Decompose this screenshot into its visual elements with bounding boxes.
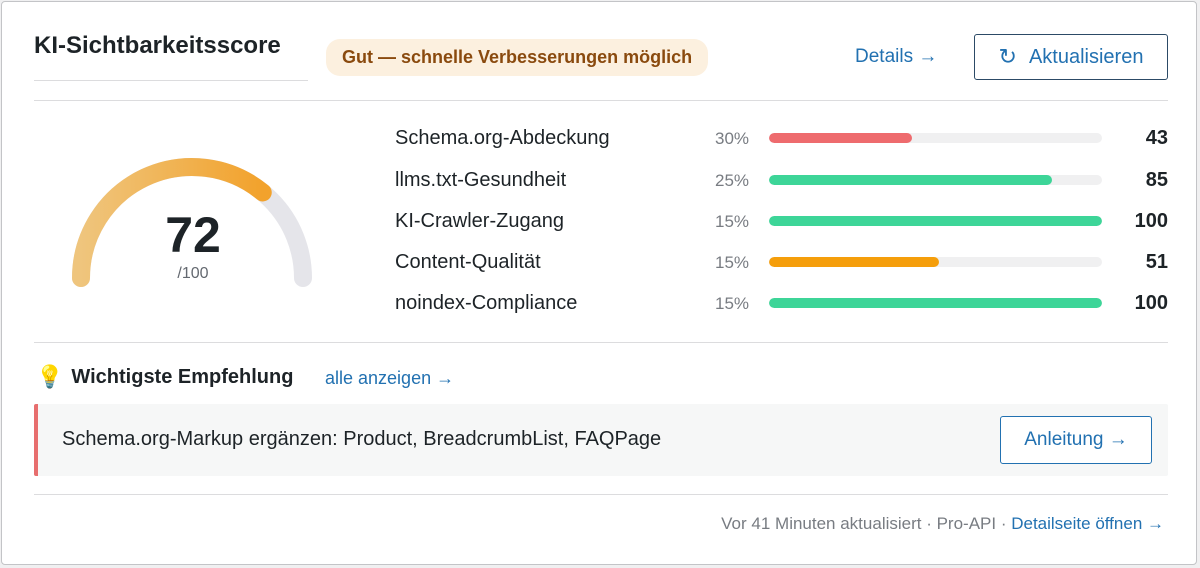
details-link[interactable]: Details →	[855, 46, 938, 67]
factor-bar-track	[769, 133, 1102, 143]
gauge-max-label: /100	[177, 265, 209, 282]
factor-bar-track	[769, 298, 1102, 308]
factor-row-crawler: KI-Crawler-Zugang 15% 100	[2, 209, 1200, 233]
detail-page-link[interactable]: Detailseite öffnen →	[1011, 514, 1164, 533]
factor-weight: 15%	[715, 253, 750, 272]
factor-row-schema: Schema.org-Abdeckung 30% 43	[2, 126, 1200, 150]
factor-row-noindex: noindex-Compliance 15% 100	[2, 291, 1200, 315]
factor-row-llms: llms.txt-Gesundheit 25% 85	[2, 168, 1200, 192]
factor-score: 100	[1134, 210, 1168, 232]
factor-bar-fill	[769, 133, 913, 143]
factor-name: noindex-Compliance	[395, 292, 578, 314]
factor-bar-track	[769, 257, 1102, 267]
factor-weight: 15%	[715, 212, 750, 231]
recommendation-box: Schema.org-Markup ergänzen: Product, Bre…	[34, 404, 1168, 476]
lightbulb-icon: 💡	[36, 364, 64, 389]
score-gauge	[72, 158, 312, 287]
factor-weight: 25%	[715, 171, 750, 190]
factor-name: Content-Qualität	[395, 251, 541, 273]
recommendation-header: 💡 Wichtigste Empfehlung	[36, 364, 293, 390]
title-underline	[34, 80, 308, 81]
factor-name: KI-Crawler-Zugang	[395, 210, 564, 232]
factor-name: llms.txt-Gesundheit	[395, 169, 567, 191]
factor-bar-track	[769, 175, 1102, 185]
card-footer: Vor 41 Minuten aktualisiert · Pro-API · …	[721, 514, 1164, 534]
factor-weight: 15%	[715, 294, 750, 313]
factor-score: 100	[1134, 292, 1168, 314]
gauge-score: 72	[165, 207, 221, 263]
factor-score: 85	[1145, 169, 1168, 191]
refresh-icon: ↻	[998, 44, 1017, 69]
refresh-button[interactable]: ↻ Aktualisieren	[974, 34, 1168, 80]
footer-divider	[34, 494, 1168, 495]
show-all-recommendations-link[interactable]: alle anzeigen →	[325, 368, 455, 388]
status-badge: Gut — schnelle Verbesserungen möglich	[326, 39, 709, 76]
factor-bar-fill	[769, 257, 939, 267]
gauge-fill	[72, 158, 272, 287]
refresh-button-label: Aktualisieren	[1028, 45, 1144, 68]
factor-score: 43	[1145, 127, 1168, 149]
factor-bar-fill	[769, 175, 1053, 185]
recommendation-title: Wichtigste Empfehlung	[71, 365, 294, 388]
header-divider	[34, 100, 1168, 101]
factor-row-content: Content-Qualität 15% 51	[2, 250, 1200, 274]
factor-bar-fill	[769, 298, 1102, 308]
footer-meta: Vor 41 Minuten aktualisiert · Pro-API ·	[721, 514, 1012, 533]
section-divider	[34, 342, 1168, 343]
factor-weight: 30%	[715, 129, 750, 148]
factor-name: Schema.org-Abdeckung	[395, 127, 610, 149]
factor-bar-fill	[769, 216, 1102, 226]
card-title: KI-Sichtbarkeitsscore	[34, 32, 281, 59]
factor-score: 51	[1145, 251, 1168, 273]
recommendation-text: Schema.org-Markup ergänzen: Product, Bre…	[62, 428, 662, 450]
factor-bar-track	[769, 216, 1102, 226]
guide-button[interactable]: Anleitung →	[1000, 416, 1152, 464]
